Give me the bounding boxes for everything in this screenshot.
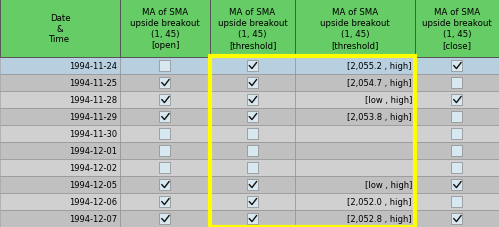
Bar [210, 0, 295, 58]
Bar [210, 126, 295, 142]
Bar [120, 193, 210, 210]
Bar [160, 111, 171, 122]
Bar [415, 142, 499, 159]
Bar [160, 95, 171, 106]
Bar [295, 142, 415, 159]
Bar [0, 109, 120, 126]
Bar [210, 109, 295, 126]
Bar [247, 213, 258, 224]
Bar [247, 128, 258, 139]
Bar [452, 128, 463, 139]
Bar [120, 142, 210, 159]
Bar [415, 58, 499, 75]
Bar [160, 162, 171, 173]
Bar [160, 145, 171, 156]
Bar [295, 0, 415, 58]
Text: 1994-11-25: 1994-11-25 [69, 79, 117, 88]
Text: MA of SMA
upside breakout
(1, 45)
[close]: MA of SMA upside breakout (1, 45) [close… [422, 8, 492, 49]
Text: [2,055.2 , high]: [2,055.2 , high] [347, 62, 412, 71]
Bar [120, 126, 210, 142]
Bar [0, 75, 120, 92]
Text: MA of SMA
upside breakout
(1, 45)
[open]: MA of SMA upside breakout (1, 45) [open] [130, 8, 200, 49]
Bar [0, 58, 120, 75]
Bar [120, 159, 210, 176]
Bar [247, 95, 258, 106]
Bar [210, 193, 295, 210]
Bar [0, 92, 120, 109]
Text: 1994-12-01: 1994-12-01 [69, 146, 117, 155]
Bar [295, 58, 415, 75]
Bar [0, 193, 120, 210]
Bar [415, 0, 499, 58]
Bar [0, 210, 120, 227]
Bar [415, 75, 499, 92]
Bar [415, 176, 499, 193]
Bar [210, 142, 295, 159]
Bar [415, 193, 499, 210]
Bar [120, 92, 210, 109]
Bar [247, 78, 258, 89]
Text: 1994-11-28: 1994-11-28 [69, 96, 117, 105]
Bar [452, 111, 463, 122]
Bar [160, 128, 171, 139]
Bar [210, 210, 295, 227]
Bar [247, 61, 258, 72]
Bar [120, 58, 210, 75]
Bar [295, 126, 415, 142]
Bar [0, 176, 120, 193]
Bar [210, 92, 295, 109]
Bar [415, 159, 499, 176]
Bar [295, 210, 415, 227]
Text: 1994-12-07: 1994-12-07 [69, 214, 117, 223]
Bar [295, 92, 415, 109]
Bar [247, 179, 258, 190]
Bar [247, 145, 258, 156]
Text: 1994-12-06: 1994-12-06 [69, 197, 117, 206]
Text: MA of SMA
upside breakout
(1, 45)
[threshold]: MA of SMA upside breakout (1, 45) [thres… [218, 8, 287, 49]
Text: 1994-12-05: 1994-12-05 [69, 180, 117, 189]
Bar [452, 179, 463, 190]
Bar [0, 126, 120, 142]
Bar [452, 196, 463, 207]
Bar [160, 78, 171, 89]
Bar [452, 213, 463, 224]
Bar [210, 75, 295, 92]
Text: [low , high]: [low , high] [365, 96, 412, 105]
Text: MA of SMA
upside breakout
(1, 45)
[threshold]: MA of SMA upside breakout (1, 45) [thres… [320, 8, 390, 49]
Bar [452, 145, 463, 156]
Bar [120, 210, 210, 227]
Bar [295, 159, 415, 176]
Bar [452, 162, 463, 173]
Bar [160, 196, 171, 207]
Bar [247, 111, 258, 122]
Text: 1994-11-29: 1994-11-29 [69, 113, 117, 121]
Bar [160, 179, 171, 190]
Bar [247, 196, 258, 207]
Bar [247, 162, 258, 173]
Bar [0, 0, 120, 58]
Bar [160, 61, 171, 72]
Bar [120, 0, 210, 58]
Bar [295, 75, 415, 92]
Text: [2,052.0 , high]: [2,052.0 , high] [347, 197, 412, 206]
Text: Date
&
Time: Date & Time [49, 14, 70, 44]
Bar [295, 109, 415, 126]
Text: [2,054.7 , high]: [2,054.7 , high] [347, 79, 412, 88]
Text: [2,053.8 , high]: [2,053.8 , high] [347, 113, 412, 121]
Bar [452, 95, 463, 106]
Bar [415, 109, 499, 126]
Bar [295, 193, 415, 210]
Bar [120, 176, 210, 193]
Bar [210, 176, 295, 193]
Bar [210, 159, 295, 176]
Text: [low , high]: [low , high] [365, 180, 412, 189]
Bar [295, 176, 415, 193]
Bar [415, 92, 499, 109]
Bar [210, 58, 295, 75]
Bar [0, 159, 120, 176]
Text: 1994-11-24: 1994-11-24 [69, 62, 117, 71]
Bar [120, 109, 210, 126]
Bar [415, 126, 499, 142]
Bar [160, 213, 171, 224]
Text: 1994-12-02: 1994-12-02 [69, 163, 117, 172]
